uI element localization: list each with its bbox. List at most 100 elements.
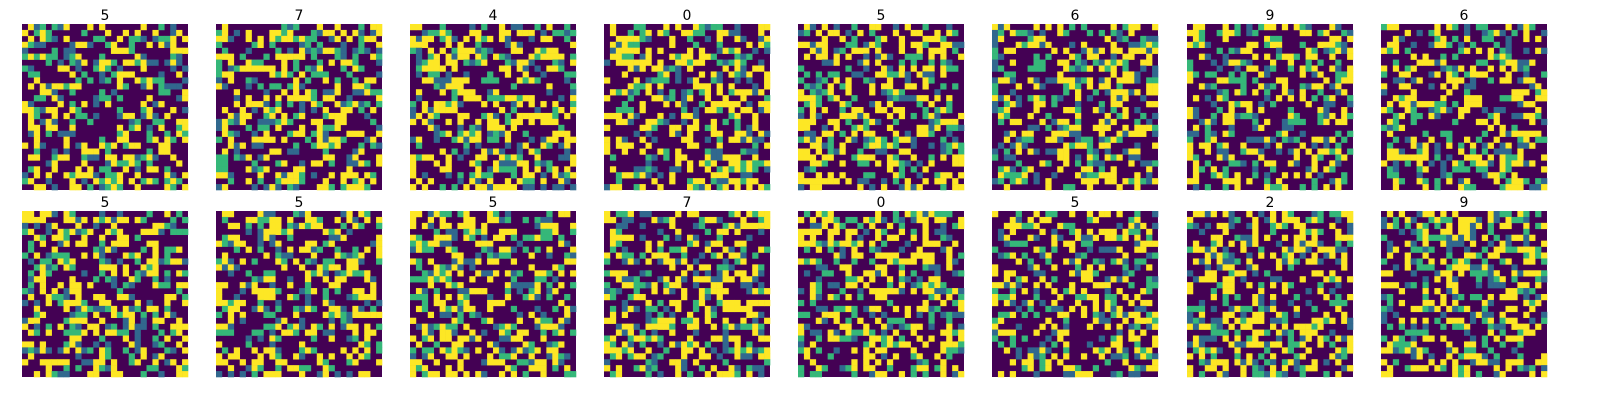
heatmap-cell [803, 124, 811, 132]
heatmap-cell [152, 365, 159, 372]
heatmap-cell [869, 276, 876, 283]
heatmap-cell [170, 311, 177, 319]
heatmap-cell [1146, 77, 1153, 84]
heatmap-cell [809, 216, 817, 224]
panel-title: 5 [295, 195, 304, 211]
heatmap-cell [116, 77, 124, 84]
heatmap-cell [958, 341, 965, 348]
heatmap-cell [1063, 148, 1070, 155]
heatmap-cell [352, 160, 359, 167]
heatmap-cell [958, 294, 965, 301]
heatmap-cell [1529, 142, 1536, 149]
heatmap-cell [257, 294, 264, 301]
heatmap-cell [376, 59, 383, 66]
heatmap-cell [1464, 71, 1471, 78]
heatmap-cell [1329, 65, 1336, 72]
heatmap-cell [609, 347, 617, 354]
heatmap-cell [952, 136, 959, 143]
heatmap-cell [51, 252, 58, 259]
heatmap-cell [615, 178, 623, 185]
heatmap-cell [1329, 160, 1336, 167]
heatmap-cell [475, 288, 482, 295]
heatmap-cell [958, 124, 965, 132]
heatmap-cell [1487, 53, 1494, 60]
heatmap-cell [1347, 95, 1354, 102]
heatmap-cell [1487, 124, 1494, 132]
heatmap-cell [275, 359, 282, 366]
heatmap-cell [445, 234, 452, 241]
heatmap-cell [257, 59, 264, 66]
heatmap-cell [340, 317, 347, 324]
heatmap-cell [81, 178, 88, 185]
heatmap-cell [1204, 41, 1212, 49]
heatmap-cell [410, 258, 417, 265]
heatmap-cell [752, 365, 759, 372]
heatmap-cell [140, 216, 147, 224]
heatmap-cell [851, 216, 858, 224]
heatmap-cell [1505, 166, 1512, 173]
heatmap-cell [675, 71, 682, 78]
heatmap-cell [746, 234, 753, 241]
heatmap-cell [510, 47, 518, 54]
heatmap-cell [33, 136, 41, 143]
heatmap-cell [940, 184, 947, 191]
heatmap-cell [675, 77, 682, 84]
heatmap-cell [1458, 77, 1465, 84]
heatmap-cell [663, 71, 670, 78]
heatmap-cell [352, 311, 359, 319]
heatmap-cell [1075, 95, 1082, 102]
heatmap-cell [433, 359, 440, 366]
heatmap-cell [45, 83, 52, 90]
heatmap-cell [146, 264, 153, 271]
heatmap-cell [1404, 136, 1411, 143]
heatmap-cell [358, 178, 365, 185]
heatmap-cell [740, 59, 747, 66]
heatmap-cell [45, 59, 52, 66]
heatmap-cell [251, 371, 258, 378]
heatmap-cell [99, 270, 106, 277]
heatmap-cell [1523, 89, 1530, 96]
heatmap-cell [81, 305, 88, 313]
heatmap-cell [558, 53, 565, 60]
heatmap-cell [304, 246, 312, 253]
heatmap-cell [469, 234, 476, 241]
heatmap-cell [1398, 154, 1406, 161]
heatmap-cell [663, 276, 670, 283]
heatmap-cell [946, 294, 953, 301]
heatmap-cell [275, 365, 282, 372]
heatmap-cell [928, 53, 935, 60]
heatmap-panel-7: 9 [1187, 8, 1354, 191]
heatmap-cell [1335, 65, 1342, 72]
heatmap-cell [105, 178, 112, 185]
heatmap-cell [928, 154, 935, 161]
heatmap-cell [427, 71, 435, 78]
heatmap-cell [1335, 89, 1342, 96]
heatmap-cell [439, 184, 446, 191]
heatmap-cell [997, 24, 1005, 31]
heatmap-cell [328, 240, 335, 247]
heatmap-cell [1275, 148, 1283, 155]
heatmap-cell [75, 299, 82, 307]
heatmap-cell [140, 83, 147, 90]
heatmap-cell [158, 222, 165, 230]
heatmap-cell [1015, 172, 1022, 179]
heatmap-cell [1410, 41, 1417, 49]
heatmap-cell [510, 234, 518, 241]
heatmap-cell [51, 124, 58, 132]
heatmap-cell [992, 154, 999, 161]
heatmap-cell [1027, 136, 1034, 143]
heatmap-cell [881, 148, 888, 155]
heatmap-cell [621, 329, 629, 336]
heatmap-cell [609, 371, 617, 378]
heatmap-cell [221, 154, 229, 161]
heatmap-cell [1210, 59, 1217, 66]
heatmap-cell [534, 77, 541, 84]
heatmap-cell [1246, 47, 1253, 54]
heatmap-cell [1075, 83, 1082, 90]
heatmap-cell [358, 311, 365, 319]
heatmap-cell [439, 65, 446, 72]
heatmap-cell [922, 228, 929, 236]
heatmap-cell [263, 118, 270, 126]
heatmap-cell [304, 305, 312, 313]
heatmap-cell [1446, 154, 1453, 161]
